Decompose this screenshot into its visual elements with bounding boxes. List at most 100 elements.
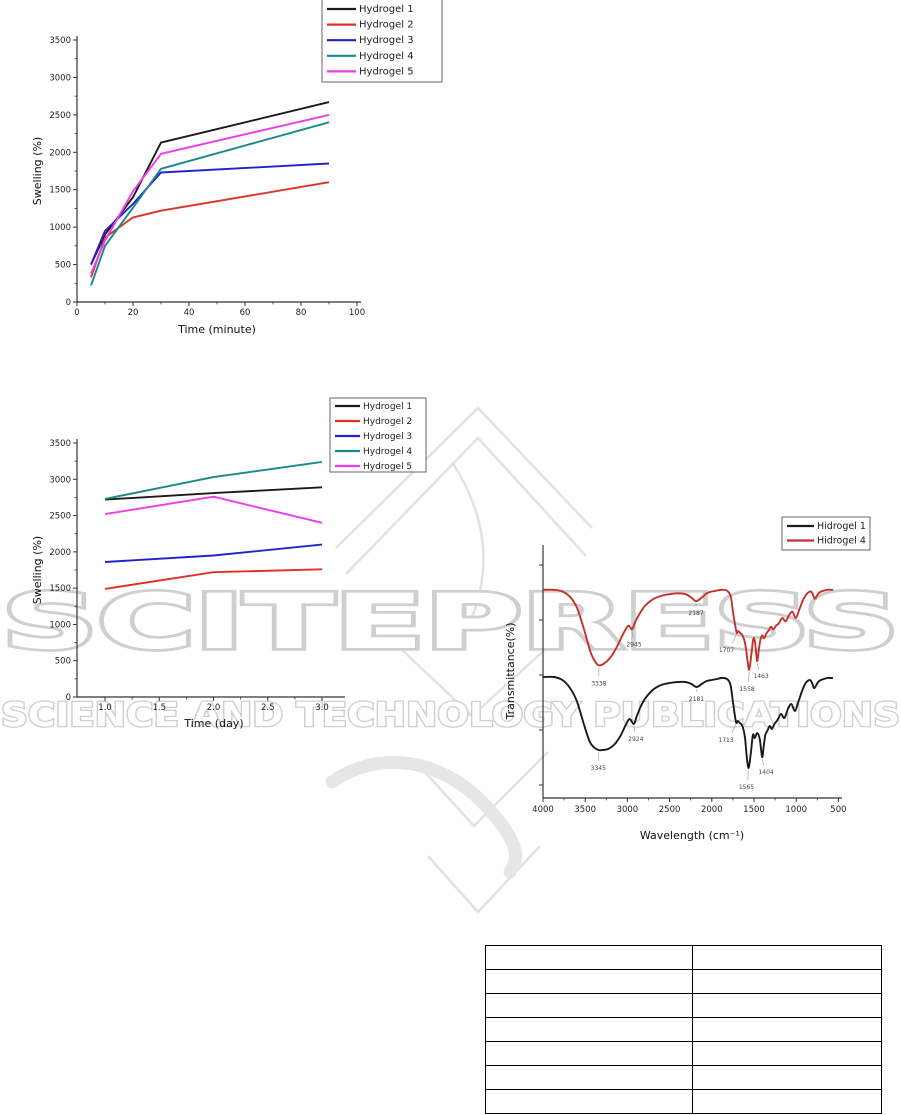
y-tick-label: 500 (55, 261, 71, 271)
series-line-hydrogel-2 (104, 568, 323, 590)
legend-label-hydrogel-1: Hydrogel 1 (359, 4, 414, 15)
legend-label-hidrogel-4: Hidrogel 4 (817, 536, 866, 547)
table-cell-r7c1 (485, 1089, 693, 1114)
series-line-hydrogel-4 (104, 460, 323, 500)
x-tick-label: 1000 (785, 805, 807, 815)
table-cell-r2c2 (692, 969, 882, 994)
y-tick-label: 3000 (49, 73, 71, 83)
annotation-label-3345: 3345 (591, 765, 606, 772)
y-tick-label: 3500 (49, 439, 71, 449)
table-cell-r7c2 (692, 1089, 882, 1114)
spectrum-hidrogel-1 (542, 675, 833, 769)
y-tick-label: 1000 (49, 620, 71, 630)
table-cell-r5c1 (485, 1041, 693, 1066)
x-axis-title: Wavelength (cm⁻¹) (640, 829, 744, 842)
annotation-leader (761, 758, 764, 766)
y-axis-title: Swelling (%) (31, 536, 44, 604)
series-line-hydrogel-3 (104, 543, 323, 563)
annotation-label-1463: 1463 (753, 673, 768, 680)
x-tick-label: 80 (296, 308, 307, 318)
legend-label-hydrogel-2: Hydrogel 2 (363, 417, 412, 427)
x-tick-label: 3.0 (315, 703, 329, 713)
watermark-text-sub: SCIENCE AND TECHNOLOGY PUBLICATIONS (1, 695, 900, 734)
x-tick-label: 2500 (659, 805, 681, 815)
x-tick-label: 1500 (743, 805, 765, 815)
ribbon-band (335, 406, 593, 549)
legend-label-hydrogel-3: Hydrogel 3 (363, 432, 412, 442)
annotation-leader (731, 723, 737, 734)
series-line-hydrogel-5 (104, 495, 323, 524)
ribbon-band (345, 436, 587, 575)
legend-label-hydrogel-2: Hydrogel 2 (359, 20, 414, 31)
legend-label-hydrogel-1: Hydrogel 1 (363, 402, 412, 412)
x-axis-title: Time (day) (183, 717, 243, 730)
y-tick-label: 2500 (49, 111, 71, 121)
legend-label-hydrogel-5: Hydrogel 5 (363, 462, 412, 472)
annotation-label-2945: 2945 (626, 641, 641, 648)
table-cell-r3c2 (692, 993, 882, 1018)
table-row-3 (485, 993, 882, 1018)
annotation-leader (732, 633, 737, 644)
chart-swelling-minute: 0 500 1000 1500 2000 2500 3000 3500 0 20 40 60 80 100… (31, 0, 443, 336)
legend-label-hydrogel-4: Hydrogel 4 (359, 51, 414, 62)
annotation-label-1565: 1565 (739, 784, 754, 791)
table-cell-r4c1 (485, 1017, 693, 1042)
x-tick-label: 2.5 (261, 703, 275, 713)
x-tick-label: 60 (240, 308, 251, 318)
series-line-hydrogel-4 (90, 121, 330, 286)
ribbon-curve (450, 461, 485, 623)
x-axis-title: Time (minute) (177, 323, 256, 336)
series-line-hydrogel-2 (90, 181, 330, 278)
x-tick-label: 20 (128, 308, 139, 318)
table-row-4 (485, 1017, 882, 1042)
spectrum-hidrogel-4 (542, 588, 834, 671)
ribbon-swoosh (325, 756, 523, 879)
x-tick-label: 1.0 (98, 703, 112, 713)
annotation-label-1707: 1707 (719, 647, 734, 654)
y-tick-label: 500 (55, 657, 71, 667)
annotation-leader (756, 662, 760, 670)
x-tick-label: 3000 (617, 805, 639, 815)
y-tick-label: 1500 (49, 584, 71, 594)
y-tick-label: 1500 (49, 186, 71, 196)
x-tick-label: 2000 (701, 805, 723, 815)
annotation-leader (631, 631, 634, 638)
x-tick-label: 3500 (574, 805, 596, 815)
table-cell-r5c2 (692, 1041, 882, 1066)
annotation-label-1404: 1404 (758, 769, 773, 776)
annotation-label-2181: 2181 (689, 696, 704, 703)
x-tick-label: 0 (74, 308, 79, 318)
table-cell-r1c2 (692, 945, 882, 970)
series-line-hydrogel-1 (104, 486, 323, 501)
table-row-7 (485, 1089, 882, 1114)
annotation-label-2924: 2924 (628, 736, 643, 743)
ribbon-chevron (399, 635, 561, 718)
legend-box (781, 516, 871, 551)
table-row-6 (485, 1065, 882, 1090)
annotation-label-1558: 1558 (739, 686, 754, 693)
y-axis-title: Swelling (%) (31, 137, 44, 205)
table-cell-r1c1 (485, 945, 693, 970)
x-tick-label: 4000 (532, 805, 554, 815)
annotation-leader (747, 769, 749, 781)
annotation-label-2187: 2187 (688, 610, 703, 617)
results-table (485, 945, 882, 1114)
y-tick-label: 0 (66, 693, 71, 703)
table-cell-r4c2 (692, 1017, 882, 1042)
y-axis-title: Transmittance(%) (504, 622, 517, 720)
annotation-label-3338: 3338 (591, 680, 606, 687)
x-tick-label: 1.5 (152, 703, 166, 713)
y-tick-label: 2000 (49, 148, 71, 158)
table-cell-r6c2 (692, 1065, 882, 1090)
x-tick-label: 2.0 (207, 703, 221, 713)
series-line-hydrogel-3 (90, 162, 330, 265)
legend-label-hydrogel-3: Hydrogel 3 (359, 35, 414, 46)
annotation-leader (633, 725, 635, 733)
y-tick-label: 1000 (49, 223, 71, 233)
x-tick-label: 40 (184, 308, 195, 318)
table-cell-r2c1 (485, 969, 693, 994)
ribbon-chevron (413, 751, 549, 828)
table-cell-r6c1 (485, 1065, 693, 1090)
chart-swelling-day: 0 500 1000 1500 2000 2500 3000 3500 1.0 1.5 2.0 2.5… (31, 397, 427, 730)
